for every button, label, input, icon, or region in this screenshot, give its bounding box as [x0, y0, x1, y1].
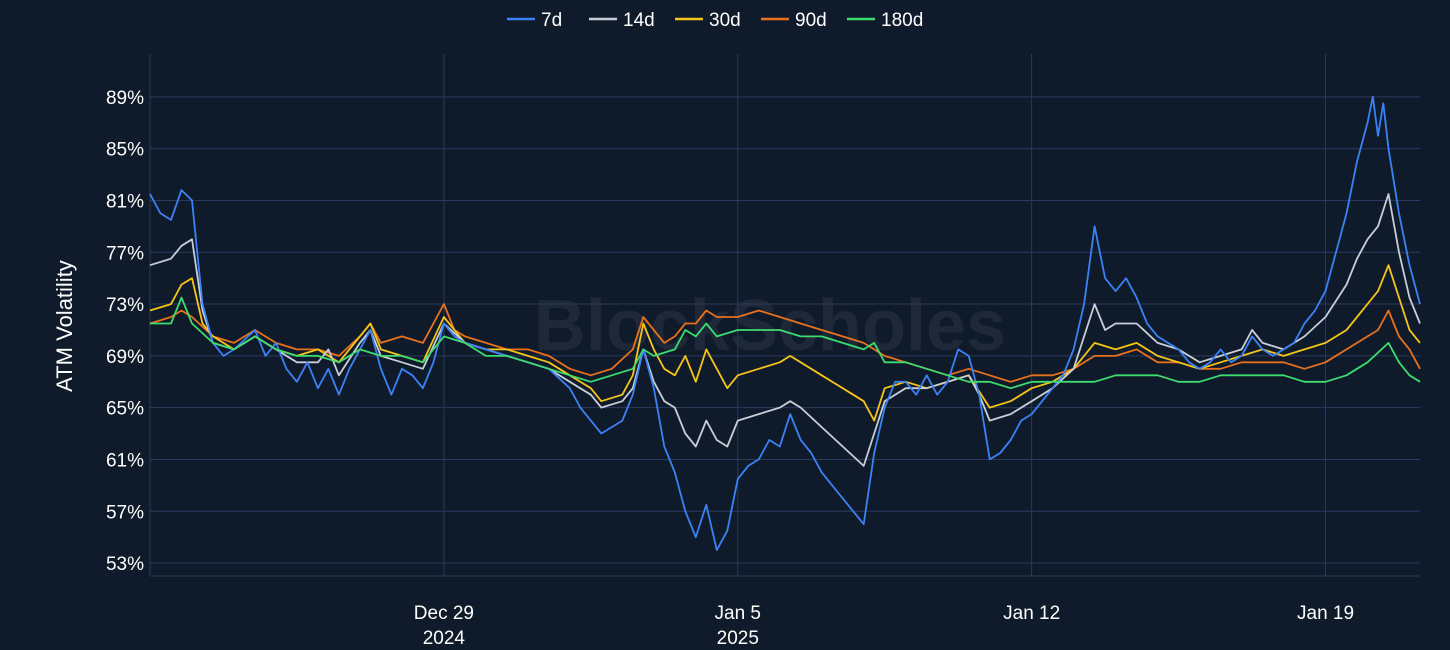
- y-tick-label: 89%: [106, 88, 144, 109]
- x-tick-sublabel: 2024: [423, 628, 466, 649]
- y-tick-label: 57%: [106, 502, 144, 523]
- y-tick-label: 77%: [106, 243, 144, 264]
- legend-label: 7d: [541, 10, 562, 31]
- y-tick-label: 85%: [106, 140, 144, 161]
- grid: [149, 54, 1420, 577]
- y-axis: 53% 57% 61% 65% 69% 73% 77% 81% 85% 89%: [106, 88, 144, 575]
- series-line-30d: [149, 264, 1421, 422]
- legend-item-30d[interactable]: 30d: [675, 10, 741, 31]
- x-tick-label: Jan 19: [1297, 603, 1354, 624]
- legend-item-14d[interactable]: 14d: [589, 10, 655, 31]
- y-axis-title: ATM Volatility: [52, 260, 77, 392]
- series-lines: [149, 95, 1421, 551]
- x-axis: Dec 29 2024 Jan 5 2025 Jan 12 Jan 19: [414, 603, 1354, 649]
- legend-item-90d[interactable]: 90d: [761, 10, 827, 31]
- legend-item-7d[interactable]: 7d: [507, 10, 562, 31]
- y-tick-label: 65%: [106, 399, 144, 420]
- legend-label: 180d: [881, 10, 923, 31]
- y-tick-label: 73%: [106, 295, 144, 316]
- legend-label: 30d: [709, 10, 741, 31]
- series-line-7d: [149, 95, 1421, 551]
- y-tick-label: 53%: [106, 554, 144, 575]
- x-tick-sublabel: 2025: [717, 628, 759, 649]
- legend[interactable]: 7d 14d 30d 90d 180d: [507, 10, 923, 31]
- legend-item-180d[interactable]: 180d: [847, 10, 923, 31]
- x-tick-label: Jan 5: [715, 603, 761, 624]
- legend-label: 90d: [795, 10, 827, 31]
- x-tick-label: Dec 29: [414, 603, 474, 624]
- legend-label: 14d: [623, 10, 655, 31]
- series-line-180d: [150, 296, 1421, 390]
- y-tick-label: 61%: [106, 450, 144, 471]
- y-tick-label: 81%: [106, 191, 144, 212]
- x-tick-label: Jan 12: [1003, 603, 1060, 624]
- series-line-14d: [149, 193, 1421, 467]
- y-tick-label: 69%: [106, 347, 144, 368]
- watermark: BlockScholes: [534, 286, 1006, 366]
